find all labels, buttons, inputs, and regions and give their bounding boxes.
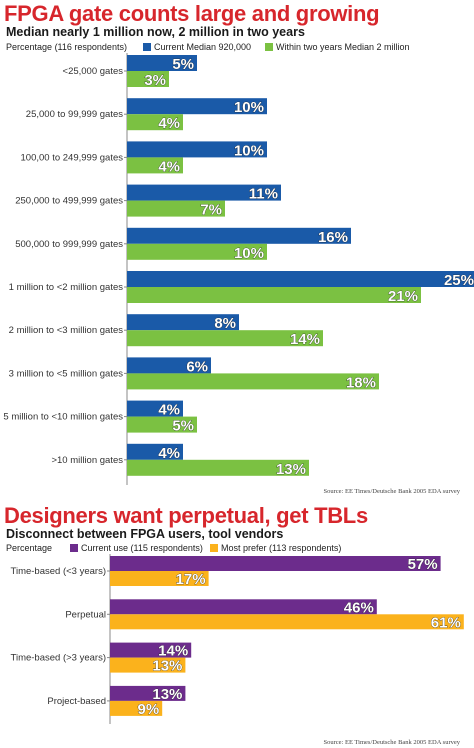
- chart2-bar-series2: [110, 657, 186, 673]
- chart1-data-label: 3%: [144, 72, 166, 89]
- chart2-category-label: Project-based: [47, 696, 106, 707]
- chart2-legend-prefer: Most prefer (113 respondents): [221, 543, 342, 553]
- chart1-data-label: 16%: [318, 229, 348, 246]
- chart1-source-note: Source: EE Times/Deutsche Bank 2005 EDA …: [324, 488, 461, 495]
- chart1-data-label: 18%: [346, 374, 376, 391]
- chart1-data-label: 4%: [158, 445, 180, 462]
- chart2-subtitle: Disconnect between FPGA users, tool vend…: [6, 527, 284, 541]
- chart1-title: FPGA gate counts large and growing: [4, 1, 380, 26]
- chart1-category-label: 100,00 to 249,999 gates: [21, 152, 124, 163]
- chart1-data-label: 10%: [234, 245, 264, 262]
- chart2-data-label: 17%: [176, 571, 206, 588]
- chart1-bar-series2: [127, 459, 309, 476]
- chart1-bar-series2: [127, 330, 323, 347]
- chart2-data-label: 61%: [431, 614, 461, 631]
- chart1-category-label: 250,000 to 499,999 gates: [15, 196, 123, 207]
- chart1-legend-swatch-future: [265, 43, 273, 51]
- chart1-bar-series2: [127, 71, 169, 87]
- chart2-bar-series2: [110, 571, 209, 586]
- chart1-bar-series2: [127, 114, 183, 131]
- chart1-data-label: 13%: [276, 461, 306, 478]
- chart2-bar-series1: [110, 685, 186, 701]
- chart1-bar-series1: [127, 227, 351, 244]
- chart1-respondents: (116 respondents): [54, 42, 127, 52]
- chart1-legend-current: Current Median 920,000: [154, 42, 252, 52]
- chart1-bar-series1: [127, 98, 267, 115]
- chart2-percentage-label: Percentage: [6, 543, 53, 553]
- chart1-bar-series1: [127, 141, 267, 158]
- chart1-category-label: 500,000 to 999,999 gates: [15, 239, 123, 250]
- chart1-bar-series1: [127, 55, 197, 71]
- chart1-data-label: 14%: [290, 331, 320, 348]
- chart2-source-note: Source: EE Times/Deutsche Bank 2005 EDA …: [324, 739, 461, 746]
- chart1-data-label: 10%: [234, 99, 264, 116]
- chart1-legend-swatch-current: [143, 43, 151, 51]
- chart1-data-label: 4%: [158, 115, 180, 132]
- chart1-category-label: 25,000 to 99,999 gates: [26, 109, 123, 120]
- chart1-data-label: 4%: [158, 158, 180, 175]
- chart2-legend-swatch-current: [70, 544, 78, 552]
- chart2-bar-series2: [110, 614, 464, 630]
- chart1-data-label: 6%: [186, 358, 208, 375]
- chart1-bar-series2: [127, 373, 379, 390]
- chart1-category-label: 1 million to <2 million gates: [9, 282, 124, 293]
- chart1-data-label: 11%: [249, 186, 278, 203]
- chart1-bar-series1: [127, 184, 281, 201]
- chart1-bar-series1: [127, 314, 239, 331]
- chart2-category-label: Time-based (<3 years): [11, 566, 106, 577]
- chart2-legend-swatch-prefer: [210, 544, 218, 552]
- chart1-percentage-label: Percentage: [6, 42, 53, 52]
- chart1-data-label: 25%: [444, 272, 474, 289]
- chart2-bar-series1: [110, 642, 192, 658]
- chart2-data-label: 13%: [152, 686, 182, 703]
- chart1-category-label: 2 million to <3 million gates: [9, 325, 124, 336]
- chart1-category-label: 3 million to <5 million gates: [9, 368, 124, 379]
- chart1-bar-series1: [127, 443, 183, 460]
- chart2-data-label: 14%: [158, 643, 188, 660]
- chart1-data-label: 21%: [388, 288, 418, 305]
- chart1-bar-series2: [127, 416, 197, 433]
- chart1-bar-series1: [127, 400, 183, 417]
- chart1-data-label: 8%: [214, 315, 236, 332]
- chart2-category-label: Time-based (>3 years): [11, 653, 106, 664]
- chart1-category-label: <25,000 gates: [63, 66, 124, 77]
- chart2-category-label: Perpetual: [65, 609, 106, 620]
- chart2-bar-series2: [110, 700, 163, 716]
- chart1-bar-series2: [127, 200, 225, 217]
- chart1-category-label: 5 million to <10 million gates: [3, 412, 123, 423]
- chart1-category-label: >10 million gates: [51, 455, 123, 466]
- chart1-data-label: 7%: [200, 202, 222, 219]
- chart2-legend-current: Current use (115 respondents): [81, 543, 203, 553]
- chart1-legend-future: Within two years Median 2 million: [276, 42, 410, 52]
- chart1-bar-series2: [127, 243, 267, 260]
- chart2-data-label: 46%: [344, 599, 374, 616]
- chart1-data-label: 5%: [172, 418, 194, 435]
- chart1-bar-series2: [127, 157, 183, 174]
- chart2-bar-series1: [110, 556, 441, 571]
- chart2-bar-series1: [110, 599, 377, 615]
- chart1-bar-series1: [127, 357, 211, 374]
- chart1-data-label: 10%: [234, 142, 264, 159]
- chart1-data-label: 5%: [172, 56, 194, 73]
- chart2-title: Designers want perpetual, get TBLs: [4, 503, 368, 528]
- chart1-bar-series2: [127, 287, 421, 303]
- chart1-data-label: 4%: [158, 402, 180, 419]
- chart2-data-label: 13%: [152, 658, 182, 675]
- chart1-units-label: Percentage (116 respondents): [6, 42, 127, 52]
- chart1-bar-series1: [127, 271, 474, 287]
- chart1-subtitle: Median nearly 1 million now, 2 million i…: [6, 25, 305, 39]
- chart2-data-label: 9%: [138, 701, 160, 718]
- chart2-data-label: 57%: [408, 556, 438, 573]
